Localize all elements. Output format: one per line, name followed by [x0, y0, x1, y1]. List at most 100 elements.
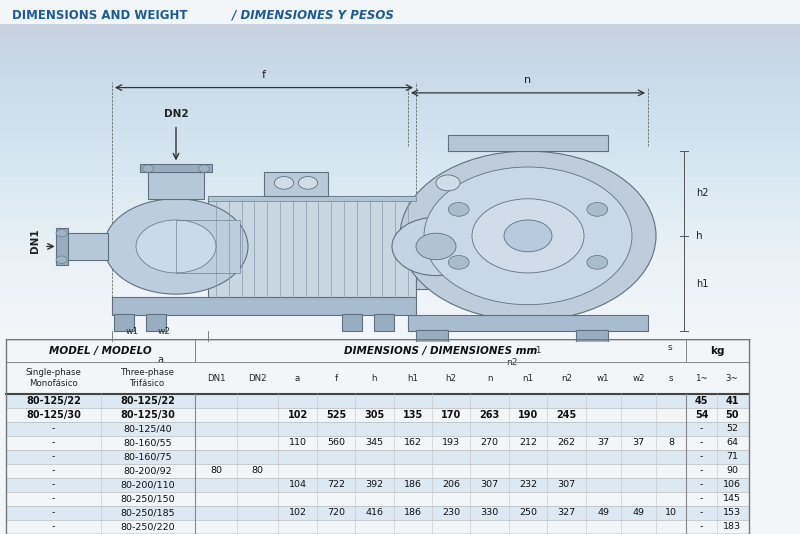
Circle shape	[142, 165, 154, 172]
Text: 80-160/75: 80-160/75	[124, 452, 172, 461]
Bar	[208, 196, 416, 201]
Text: -: -	[52, 424, 55, 433]
Text: n: n	[487, 374, 492, 382]
Text: DN2: DN2	[248, 374, 267, 382]
Bar	[342, 314, 362, 331]
Text: 206: 206	[442, 481, 460, 489]
Text: 263: 263	[479, 410, 500, 420]
Text: 307: 307	[481, 481, 498, 489]
Text: 80-125/22: 80-125/22	[26, 396, 81, 406]
Text: 80-125/30: 80-125/30	[121, 410, 175, 420]
Text: 102: 102	[289, 508, 306, 517]
Text: 307: 307	[558, 481, 575, 489]
Text: 186: 186	[404, 481, 422, 489]
Circle shape	[136, 220, 216, 273]
Text: 45: 45	[695, 396, 708, 406]
Text: -: -	[52, 494, 55, 504]
Bar	[148, 172, 204, 199]
Text: 54: 54	[695, 410, 708, 420]
Text: MODEL / MODELO: MODEL / MODELO	[50, 346, 152, 356]
Text: 525: 525	[326, 410, 346, 420]
Circle shape	[587, 255, 608, 269]
Text: -: -	[52, 508, 55, 517]
Text: 80-160/55: 80-160/55	[124, 438, 172, 447]
Circle shape	[504, 220, 552, 252]
Bar	[6, 506, 749, 520]
Text: 80-125/40: 80-125/40	[124, 424, 172, 433]
Bar	[64, 233, 108, 260]
Text: w1: w1	[597, 374, 610, 382]
Text: DN1: DN1	[30, 229, 40, 254]
Circle shape	[56, 230, 67, 237]
Text: n1: n1	[522, 374, 534, 382]
Text: 80-200/92: 80-200/92	[124, 466, 172, 475]
Text: 392: 392	[366, 481, 383, 489]
Text: 52: 52	[726, 424, 738, 433]
Text: 232: 232	[519, 481, 537, 489]
Text: -: -	[700, 494, 703, 504]
Circle shape	[587, 202, 608, 216]
Text: 8: 8	[668, 438, 674, 447]
Bar	[176, 220, 240, 273]
Text: h: h	[696, 231, 702, 241]
Bar	[6, 394, 749, 407]
Text: f: f	[262, 69, 266, 80]
Text: 106: 106	[723, 481, 741, 489]
Text: 416: 416	[366, 508, 383, 517]
Text: 262: 262	[558, 438, 575, 447]
Text: 162: 162	[404, 438, 422, 447]
Text: h1: h1	[407, 374, 418, 382]
Text: 327: 327	[558, 508, 575, 517]
Bar	[114, 314, 134, 331]
Text: -: -	[700, 452, 703, 461]
Circle shape	[416, 233, 456, 260]
Bar	[264, 172, 328, 196]
Text: 37: 37	[632, 438, 645, 447]
Text: 305: 305	[364, 410, 385, 420]
Text: 80-250/150: 80-250/150	[121, 494, 175, 504]
Circle shape	[104, 199, 248, 294]
Text: n2: n2	[506, 358, 518, 367]
Circle shape	[424, 167, 632, 305]
Bar	[176, 220, 240, 273]
Text: n2: n2	[561, 374, 572, 382]
Text: 64: 64	[726, 438, 738, 447]
Text: 720: 720	[327, 508, 345, 517]
Text: w2: w2	[632, 374, 645, 382]
Text: n1: n1	[530, 346, 542, 355]
Text: 110: 110	[289, 438, 306, 447]
Circle shape	[400, 151, 656, 320]
Bar	[576, 330, 608, 347]
Text: 145: 145	[723, 494, 741, 504]
Text: 37: 37	[597, 438, 610, 447]
Circle shape	[448, 255, 469, 269]
Circle shape	[56, 256, 67, 263]
Text: 80-200/110: 80-200/110	[121, 481, 175, 489]
Text: -: -	[52, 466, 55, 475]
Text: 3~: 3~	[726, 374, 738, 382]
Bar	[146, 314, 166, 331]
Text: Single-phase
Monofásico: Single-phase Monofásico	[26, 368, 82, 388]
Text: 190: 190	[518, 410, 538, 420]
Circle shape	[436, 175, 460, 191]
Text: 71: 71	[726, 452, 738, 461]
Bar	[6, 422, 749, 436]
Bar	[208, 196, 416, 297]
Text: 193: 193	[442, 438, 460, 447]
Text: s: s	[668, 342, 673, 351]
Text: 80-250/185: 80-250/185	[121, 508, 175, 517]
Text: f: f	[334, 374, 338, 382]
Text: 560: 560	[327, 438, 345, 447]
Text: -: -	[52, 438, 55, 447]
Text: 102: 102	[287, 410, 308, 420]
Bar	[448, 135, 608, 151]
Text: a: a	[157, 355, 163, 365]
Text: 183: 183	[723, 522, 741, 531]
Circle shape	[274, 177, 294, 189]
Bar	[112, 297, 416, 315]
Text: w1: w1	[126, 327, 138, 336]
Text: DIMENSIONS / DIMENSIONES mm: DIMENSIONS / DIMENSIONES mm	[344, 346, 538, 356]
Text: 80: 80	[210, 466, 222, 475]
Text: w2: w2	[158, 327, 170, 336]
Text: h: h	[372, 374, 377, 382]
